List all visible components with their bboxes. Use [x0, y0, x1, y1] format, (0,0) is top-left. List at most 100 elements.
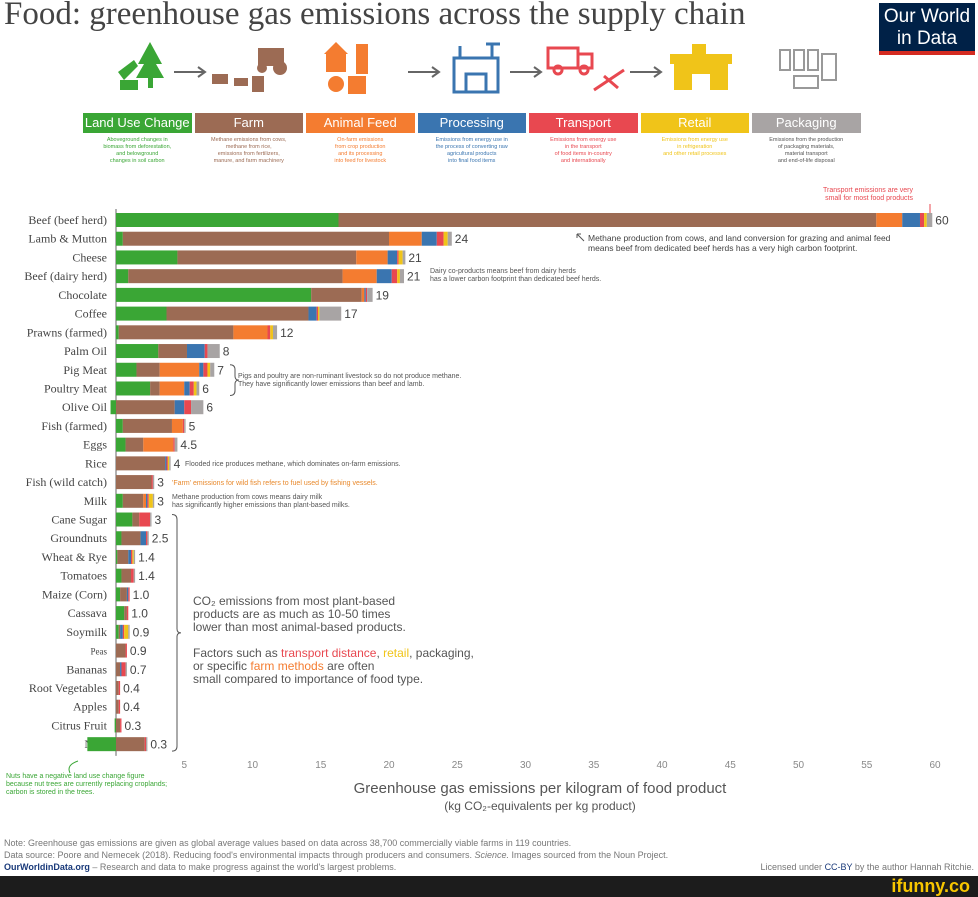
arrow-icon — [408, 66, 441, 78]
value-label: 1.4 — [138, 569, 155, 583]
bar-segment-packaging — [196, 381, 200, 396]
value-label: 1.4 — [138, 550, 155, 564]
value-label: 3 — [154, 513, 161, 527]
bar-segment-transport — [173, 437, 175, 452]
category-label: Apples — [73, 700, 107, 714]
arrow-icon — [510, 66, 543, 78]
footer-source: Data source: Poore and Nemecek (2018). R… — [4, 850, 669, 860]
nuts-annotation: Nuts have a negative land use change fig… — [6, 773, 168, 796]
category-label: Cane Sugar — [51, 513, 107, 527]
bar-segment-farm — [311, 287, 362, 302]
bar-segment-retail — [193, 381, 197, 396]
bar-segment-land — [116, 362, 137, 377]
bar-segment-processing — [376, 269, 392, 284]
animal-feed-icon — [324, 42, 368, 94]
category-label: Lamb & Mutton — [28, 232, 107, 246]
x-tick-label: 60 — [929, 760, 941, 771]
category-label: Maize (Corn) — [42, 587, 107, 601]
value-label: 6 — [206, 401, 213, 415]
bar-segment-retail — [397, 269, 400, 284]
value-label: 2.5 — [152, 532, 169, 546]
bar-segment-feed — [171, 418, 183, 433]
value-label: 0.3 — [124, 719, 141, 733]
bar-segment-transport — [267, 325, 271, 340]
bar-segment-farm — [121, 568, 132, 583]
bar-segment-transport — [203, 362, 208, 377]
dairy-annotation: Dairy co-products means beef from dairy … — [430, 268, 602, 283]
category-label: Groundnuts — [50, 531, 107, 545]
x-tick-label: 50 — [793, 760, 805, 771]
bar-segment-farm — [116, 662, 121, 677]
pig-poultry-brace — [229, 364, 240, 396]
owid-logo[interactable]: Our World in Data — [879, 3, 975, 55]
bar-segment-feed — [389, 231, 422, 246]
bar-segment-retail — [270, 325, 273, 340]
value-label: 24 — [455, 232, 469, 246]
bar-segment-land — [110, 400, 116, 415]
category-label: Wheat & Rye — [42, 550, 108, 564]
stage-desc-retail: Emissions from energy use in refrigeratio… — [661, 137, 728, 157]
bar-segment-farm — [128, 269, 343, 284]
bar-segment-feed — [342, 269, 377, 284]
arrow-icon — [174, 66, 207, 78]
x-tick-label: 55 — [861, 760, 873, 771]
bar-segment-packaging — [207, 344, 220, 359]
license-link[interactable]: CC-BY — [824, 862, 853, 872]
footer-note: Note: Greenhouse gas emissions are given… — [4, 838, 572, 848]
value-label: 4.5 — [180, 438, 197, 452]
category-label: Fish (wild catch) — [26, 475, 107, 489]
supply-chain-icons — [118, 42, 837, 94]
owid-logo-line2: in Data — [896, 28, 958, 49]
category-label: Pig Meat — [63, 363, 107, 377]
value-label: 5 — [189, 419, 196, 433]
bar-segment-land — [116, 306, 167, 321]
bar-segment-transport — [151, 475, 153, 490]
emissions-chart: Beef (beef herd) 60 Lamb & Mutton 24 Cheese 2… — [24, 204, 949, 774]
bar-segment-packaging — [147, 531, 149, 546]
bar-segment-farm — [116, 681, 119, 695]
bar-segment-feed — [143, 493, 147, 508]
bar-segment-farm — [136, 362, 160, 377]
bar-segment-land — [116, 568, 122, 583]
bar-segment-feed — [159, 362, 200, 377]
bar-segment-packaging — [169, 456, 171, 471]
value-label: 0.3 — [150, 738, 167, 752]
x-axis-title: Greenhouse gas emissions per kilogram of… — [353, 780, 727, 797]
bar-segment-farm — [116, 475, 152, 490]
bar-segment-farm — [116, 400, 175, 415]
bar-segment-transport — [397, 250, 399, 265]
bar-segment-farm — [116, 737, 145, 752]
x-axis-subtitle: (kg CO₂-equivalents per kg product) — [444, 799, 636, 813]
bar-segment-farm — [116, 699, 119, 714]
owid-link[interactable]: OurWorldinData.org — [4, 862, 90, 872]
bar-segment-transport — [118, 681, 121, 695]
bar-segment-transport — [189, 381, 194, 396]
bar-segment-land — [116, 493, 123, 508]
bar-segment-transport — [144, 737, 147, 752]
value-label: 3 — [157, 476, 164, 490]
bar-segment-feed — [143, 437, 174, 452]
page-title: Food: greenhouse gas emissions across th… — [4, 0, 746, 32]
bar-segment-packaging — [150, 512, 152, 527]
bar-segment-feed — [876, 213, 903, 227]
category-label: Palm Oil — [64, 344, 108, 358]
category-label: Beef (dairy herd) — [24, 269, 107, 283]
category-label: Citrus Fruit — [51, 718, 107, 732]
beef-pointer — [576, 233, 585, 242]
rice-annotation: Flooded rice produces methane, which dom… — [185, 461, 401, 468]
category-label: Prawns (farmed) — [27, 325, 107, 339]
bar-segment-farm — [117, 549, 129, 564]
bar-segment-transport — [391, 269, 398, 284]
bar-segment-farm — [124, 606, 127, 621]
value-label: 3 — [157, 494, 164, 508]
bar-segment-transport — [121, 662, 126, 677]
bar-segment-land — [116, 250, 178, 265]
value-label: 21 — [407, 270, 421, 284]
bar-segment-processing — [140, 531, 147, 546]
bar-segment-transport — [139, 512, 151, 527]
value-label: 12 — [280, 326, 294, 340]
bar-segment-land — [116, 344, 159, 359]
category-label: Eggs — [83, 438, 107, 452]
x-tick-label: 15 — [315, 760, 327, 771]
bar-segment-land — [116, 418, 123, 433]
